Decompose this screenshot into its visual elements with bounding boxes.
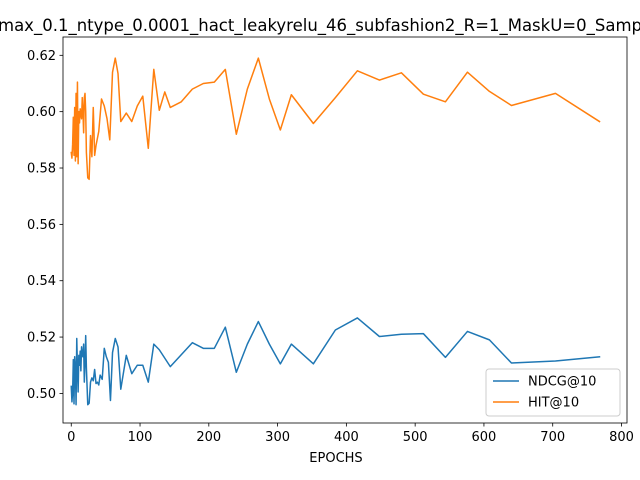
y-tick-label: 0.62 (27, 49, 56, 64)
chart-title: max_0.1_ntype_0.0001_hact_leakyrelu_46_s… (0, 16, 640, 36)
x-tick-label: 100 (128, 430, 153, 445)
x-tick-label: 300 (265, 430, 290, 445)
x-tick-label: 800 (609, 430, 634, 445)
plot-area: 0 100 200 300 400 500 600 700 800 0.50 0.52 0.54 0.5… (27, 36, 634, 445)
legend-box (485, 368, 621, 417)
x-tick-label: 0 (67, 430, 75, 445)
y-tick-label: 0.50 (27, 387, 56, 402)
legend-label-0: NDCG@10 (528, 375, 596, 390)
y-tick-label: 0.60 (27, 105, 56, 120)
x-tick-label: 400 (334, 430, 359, 445)
x-tick-label: 500 (403, 430, 428, 445)
plot-frame (62, 36, 628, 424)
series-line-0 (70, 317, 601, 406)
legend-label-1: HIT@10 (528, 396, 579, 411)
y-tick-label: 0.58 (27, 162, 56, 177)
x-tick-label: 200 (196, 430, 221, 445)
y-tick-label: 0.52 (27, 331, 56, 346)
x-tick-label: 600 (472, 430, 497, 445)
y-tick-label: 0.56 (27, 218, 56, 233)
y-tick-label: 0.54 (27, 274, 56, 289)
x-tick-label: 700 (540, 430, 565, 445)
series-line-1 (70, 57, 601, 181)
x-axis-title: EPOCHS (309, 451, 362, 466)
